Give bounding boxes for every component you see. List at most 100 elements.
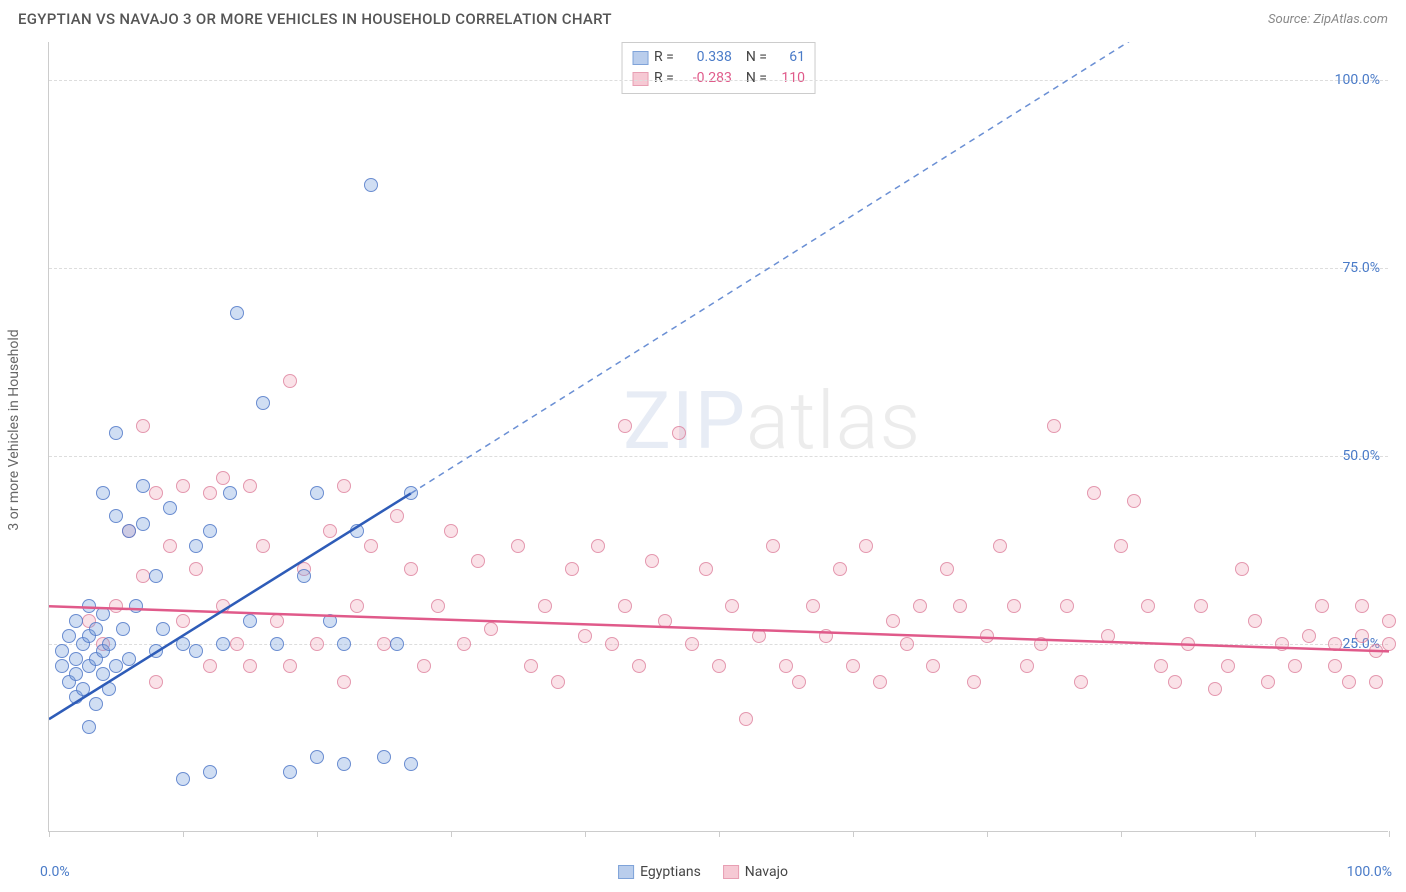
scatter-point: [116, 622, 130, 636]
scatter-chart: ZIPatlas R = 0.338 N = 61 R = -0.283 N =…: [48, 42, 1388, 832]
scatter-point: [364, 178, 378, 192]
scatter-point: [149, 644, 163, 658]
r-value-series1: 0.338: [680, 47, 732, 68]
scatter-point: [122, 652, 136, 666]
scatter-point: [176, 772, 190, 786]
scatter-point: [1369, 644, 1383, 658]
scatter-point: [873, 675, 887, 689]
scatter-point: [404, 562, 418, 576]
scatter-point: [337, 479, 351, 493]
scatter-point: [109, 426, 123, 440]
scatter-point: [149, 675, 163, 689]
scatter-point: [859, 539, 873, 553]
scatter-point: [1127, 494, 1141, 508]
scatter-point: [270, 614, 284, 628]
scatter-point: [578, 629, 592, 643]
stats-row-series2: R = -0.283 N = 110: [632, 68, 805, 89]
scatter-point: [283, 659, 297, 673]
scatter-point: [102, 637, 116, 651]
x-tick: [1389, 831, 1390, 837]
x-tick: [317, 831, 318, 837]
scatter-point: [1248, 614, 1262, 628]
scatter-point: [752, 629, 766, 643]
legend-item-series2: Navajo: [723, 864, 788, 880]
scatter-point: [1141, 599, 1155, 613]
scatter-point: [69, 667, 83, 681]
scatter-point: [323, 614, 337, 628]
scatter-point: [55, 659, 69, 673]
scatter-point: [109, 659, 123, 673]
scatter-point: [163, 501, 177, 515]
scatter-point: [89, 622, 103, 636]
scatter-point: [256, 396, 270, 410]
legend-label-series1: Egyptians: [640, 864, 701, 880]
stats-legend-box: R = 0.338 N = 61 R = -0.283 N = 110: [621, 42, 816, 94]
scatter-point: [230, 637, 244, 651]
source-attribution: Source: ZipAtlas.com: [1268, 12, 1388, 27]
scatter-point: [1328, 637, 1342, 651]
gridline: [49, 456, 1388, 457]
scatter-point: [129, 599, 143, 613]
y-axis-label: 3 or more Vehicles in Household: [6, 329, 22, 530]
scatter-point: [457, 637, 471, 651]
scatter-point: [216, 599, 230, 613]
scatter-point: [1034, 637, 1048, 651]
scatter-point: [189, 562, 203, 576]
scatter-point: [1355, 629, 1369, 643]
scatter-point: [792, 675, 806, 689]
scatter-point: [806, 599, 820, 613]
scatter-point: [377, 750, 391, 764]
scatter-point: [1288, 659, 1302, 673]
scatter-point: [337, 675, 351, 689]
scatter-point: [364, 539, 378, 553]
scatter-point: [1342, 675, 1356, 689]
scatter-point: [712, 659, 726, 673]
scatter-point: [1007, 599, 1021, 613]
scatter-point: [270, 637, 284, 651]
watermark: ZIPatlas: [623, 374, 921, 468]
scatter-point: [511, 539, 525, 553]
scatter-point: [283, 374, 297, 388]
scatter-point: [1302, 629, 1316, 643]
scatter-point: [76, 682, 90, 696]
legend-swatch-series2: [723, 865, 739, 879]
scatter-point: [189, 644, 203, 658]
scatter-point: [538, 599, 552, 613]
y-tick-label: 75.0%: [1342, 260, 1380, 276]
scatter-point: [350, 599, 364, 613]
scatter-point: [1168, 675, 1182, 689]
x-tick: [719, 831, 720, 837]
gridline: [49, 80, 1388, 81]
scatter-point: [1328, 659, 1342, 673]
swatch-series1: [632, 51, 648, 65]
scatter-point: [1221, 659, 1235, 673]
scatter-point: [136, 569, 150, 583]
scatter-point: [605, 637, 619, 651]
scatter-point: [618, 599, 632, 613]
n-value-series2: 110: [773, 68, 805, 89]
scatter-point: [444, 524, 458, 538]
scatter-point: [136, 517, 150, 531]
scatter-point: [89, 697, 103, 711]
scatter-point: [176, 614, 190, 628]
scatter-point: [176, 637, 190, 651]
legend-label-series2: Navajo: [745, 864, 788, 880]
scatter-point: [96, 667, 110, 681]
scatter-point: [203, 524, 217, 538]
legend-item-series1: Egyptians: [618, 864, 701, 880]
scatter-point: [136, 479, 150, 493]
r-value-series2: -0.283: [680, 68, 732, 89]
scatter-point: [766, 539, 780, 553]
scatter-point: [1261, 675, 1275, 689]
scatter-point: [203, 659, 217, 673]
x-tick-label-max: 100.0%: [1347, 864, 1392, 880]
scatter-point: [243, 479, 257, 493]
scatter-point: [1382, 637, 1396, 651]
scatter-point: [230, 306, 244, 320]
scatter-point: [82, 720, 96, 734]
scatter-point: [953, 599, 967, 613]
x-tick: [853, 831, 854, 837]
scatter-point: [122, 524, 136, 538]
y-tick-label: 100.0%: [1335, 72, 1380, 88]
scatter-point: [1020, 659, 1034, 673]
